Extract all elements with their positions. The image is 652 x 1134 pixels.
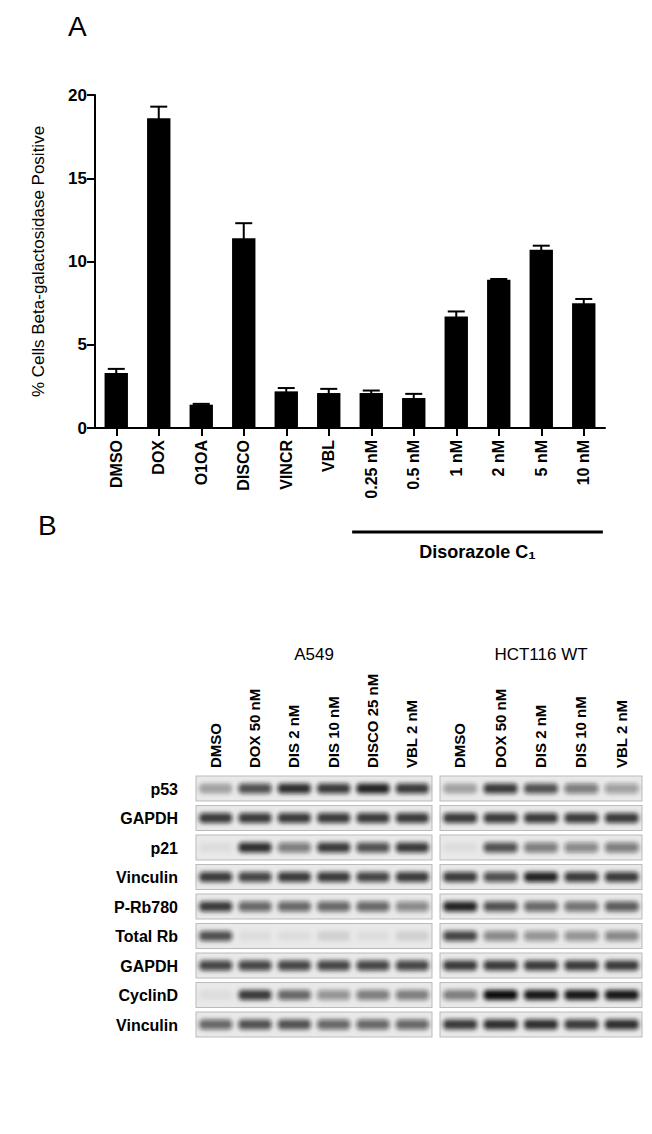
svg-text:A: A: [68, 11, 87, 42]
svg-text:DIS 10 nM: DIS 10 nM: [572, 696, 589, 768]
svg-text:% Cells Beta-galactosidase Pos: % Cells Beta-galactosidase Positive: [29, 126, 48, 397]
svg-text:DOX 50 nM: DOX 50 nM: [492, 689, 509, 768]
svg-text:DOX: DOX: [150, 440, 167, 475]
svg-text:GAPDH: GAPDH: [120, 958, 178, 975]
svg-text:CyclinD: CyclinD: [118, 987, 178, 1004]
svg-text:1 nM: 1 nM: [448, 440, 465, 476]
svg-text:0: 0: [78, 419, 87, 438]
svg-text:2 nM: 2 nM: [490, 440, 507, 476]
svg-text:DMSO: DMSO: [451, 723, 468, 768]
svg-text:0.5 nM: 0.5 nM: [405, 440, 422, 490]
svg-text:A549: A549: [294, 645, 334, 664]
svg-text:DISCO 25 nM: DISCO 25 nM: [364, 674, 381, 768]
svg-text:DISCO: DISCO: [235, 440, 252, 491]
svg-text:15: 15: [68, 169, 87, 188]
svg-text:HCT116 WT: HCT116 WT: [494, 645, 587, 664]
svg-text:DIS 2 nM: DIS 2 nM: [285, 705, 302, 768]
svg-text:5: 5: [78, 335, 87, 354]
svg-text:DIS 2 nM: DIS 2 nM: [532, 705, 549, 768]
svg-text:B: B: [38, 510, 57, 541]
svg-text:VBL 2 nM: VBL 2 nM: [403, 700, 420, 768]
svg-text:p21: p21: [150, 840, 178, 857]
svg-text:Vinculin: Vinculin: [116, 869, 178, 886]
svg-text:20: 20: [68, 86, 87, 105]
svg-text:0.25 nM: 0.25 nM: [363, 440, 380, 499]
svg-text:O1OA: O1OA: [193, 440, 210, 486]
svg-text:DOX 50 nM: DOX 50 nM: [246, 689, 263, 768]
svg-text:Total Rb: Total Rb: [115, 928, 178, 945]
svg-text:DMSO: DMSO: [207, 723, 224, 768]
svg-text:GAPDH: GAPDH: [120, 810, 178, 827]
svg-text:DIS 10 nM: DIS 10 nM: [325, 696, 342, 768]
svg-text:p53: p53: [150, 781, 178, 798]
svg-text:VINCR: VINCR: [278, 440, 295, 490]
svg-text:10: 10: [68, 252, 87, 271]
svg-text:P-Rb780: P-Rb780: [114, 899, 178, 916]
svg-text:Disorazole C₁: Disorazole C₁: [419, 542, 535, 562]
svg-text:5 nM: 5 nM: [533, 440, 550, 476]
svg-text:DMSO: DMSO: [108, 440, 125, 488]
svg-text:Vinculin: Vinculin: [116, 1017, 178, 1034]
svg-text:VBL: VBL: [320, 440, 337, 472]
svg-text:VBL 2 nM: VBL 2 nM: [613, 700, 630, 768]
svg-text:10 nM: 10 nM: [575, 440, 592, 485]
